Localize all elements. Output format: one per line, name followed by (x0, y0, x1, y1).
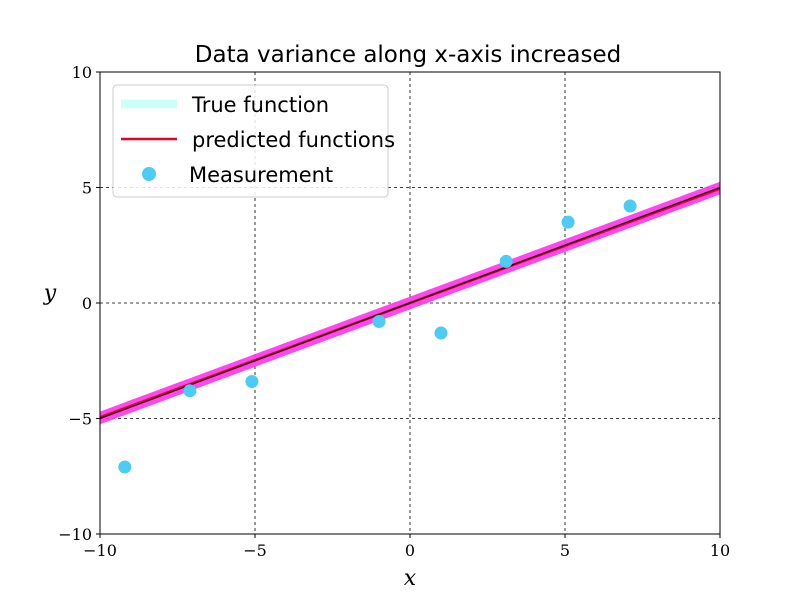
measurement-point (245, 375, 259, 389)
legend-swatch-measurement (142, 167, 156, 181)
legend-label-true-function: True function (191, 93, 329, 117)
y-tick-label: −5 (68, 410, 92, 429)
y-axis-label: y (43, 281, 57, 306)
x-axis-label: x (404, 566, 417, 591)
y-tick-label: 5 (82, 179, 92, 198)
line-layer (100, 186, 720, 420)
y-tick-label: 0 (82, 294, 92, 313)
legend-label-measurement: Measurement (189, 163, 333, 187)
y-tick-label: −10 (58, 525, 92, 544)
measurement-point (623, 199, 637, 213)
legend-label-predicted-functions: predicted functions (192, 128, 395, 152)
x-tick-label: −10 (83, 541, 117, 560)
measurement-point (499, 254, 513, 268)
x-tick-label: −5 (243, 541, 267, 560)
measurement-point (561, 215, 575, 229)
measurement-point (118, 460, 132, 474)
true-function-line (100, 186, 720, 420)
legend: True function predicted functions Measur… (112, 84, 395, 198)
measurement-point (183, 384, 197, 398)
chart-title: Data variance along x-axis increased (195, 42, 621, 68)
measurement-point (434, 326, 448, 340)
x-tick-label: 5 (560, 541, 570, 560)
measurement-points (118, 199, 637, 474)
x-tick-label: 10 (710, 541, 730, 560)
measurement-point (372, 314, 386, 328)
y-tick-label: 10 (72, 63, 92, 82)
ticks: −10 −5 0 5 10 −10 −5 0 5 10 (58, 63, 730, 560)
legend-box (112, 84, 389, 198)
x-tick-label: 0 (405, 541, 415, 560)
